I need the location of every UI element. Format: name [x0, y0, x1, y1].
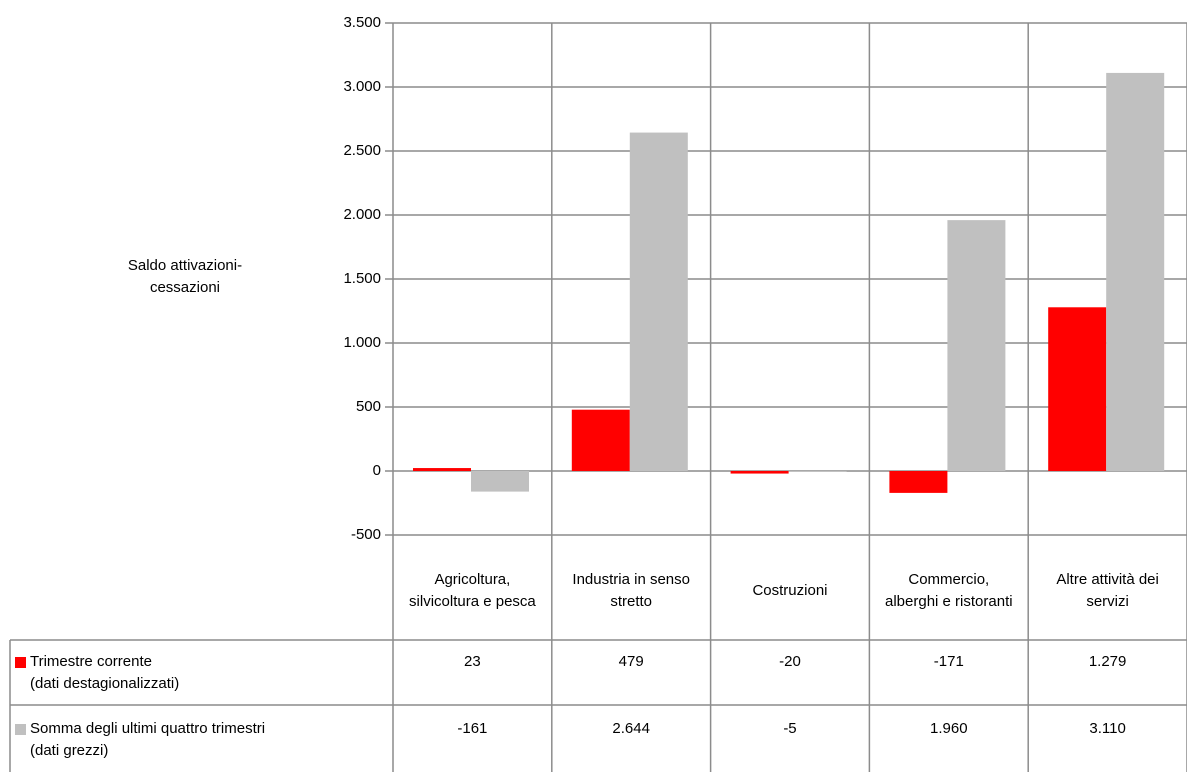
- legend-swatch: [15, 724, 26, 735]
- y-tick-label: 3.000: [343, 78, 381, 95]
- bar: [947, 220, 1006, 471]
- x-tick-label: Agricoltura, silvicoltura e pesca: [409, 571, 536, 610]
- legend-label: Somma degli ultimi quattro trimestri (da…: [30, 720, 266, 759]
- y-tick-label: 2.500: [343, 142, 381, 159]
- bar: [471, 471, 529, 492]
- y-tick-label: 1.500: [343, 270, 381, 287]
- legend-swatch: [15, 657, 26, 668]
- y-axis-label: Saldo attivazioni-cessazioni: [127, 257, 243, 296]
- y-tick-label: 2.000: [343, 206, 381, 223]
- table-value: 1.279: [1088, 653, 1127, 670]
- legend-label: Trimestre corrente (dati destagionalizza…: [30, 653, 180, 692]
- table-value: -20: [779, 653, 801, 670]
- bar: [730, 471, 789, 474]
- x-tick-label: Altre attività dei servizi: [1056, 571, 1159, 610]
- table-value: 2.644: [612, 720, 650, 737]
- table-value: 1.960: [930, 720, 968, 737]
- table-value: -161: [457, 720, 488, 737]
- table-value: -171: [933, 653, 964, 670]
- x-tick-label: Industria in senso stretto: [572, 571, 690, 610]
- x-tick-label: Commercio, alberghi e ristoranti: [885, 571, 1013, 610]
- bar: [571, 409, 630, 471]
- bar: [1106, 72, 1165, 472]
- y-tick-label: 3.500: [343, 14, 381, 31]
- bar: [889, 471, 948, 493]
- bar: [629, 132, 688, 471]
- y-tick-label: 1.000: [343, 334, 381, 351]
- y-tick-label: 500: [355, 398, 381, 415]
- bar: [413, 468, 471, 471]
- bar: [788, 471, 847, 472]
- table-value: 23: [464, 653, 481, 670]
- table-value: 479: [618, 653, 644, 670]
- x-tick-label: Costruzioni: [752, 582, 828, 599]
- y-tick-label: 0: [372, 462, 381, 479]
- bar: [1048, 307, 1107, 471]
- table-value: -5: [783, 720, 797, 737]
- y-tick-label: -500: [350, 526, 381, 543]
- table-value: 3.110: [1089, 720, 1126, 737]
